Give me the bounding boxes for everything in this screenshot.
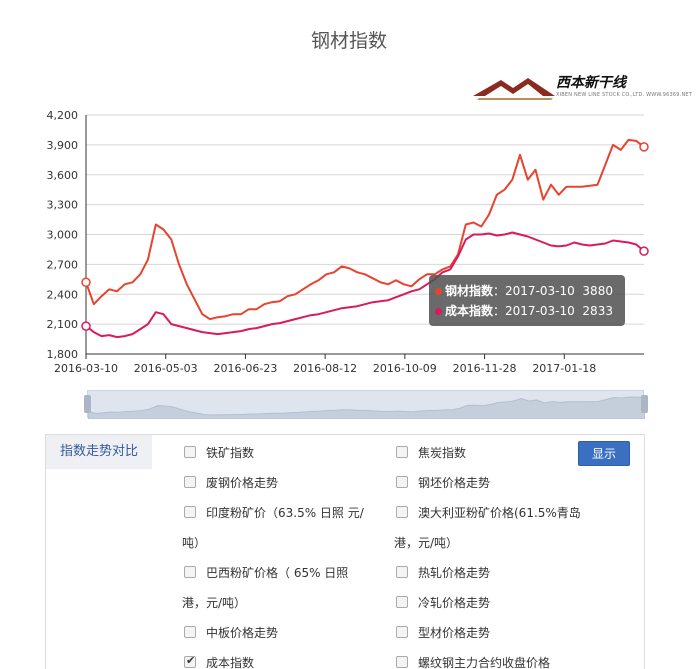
option-label[interactable]: 钢坯价格走势 [418, 476, 491, 490]
series-line-cost-index [85, 231, 645, 339]
option-label[interactable]: 港，元/吨） [182, 596, 247, 610]
slider-left-handle[interactable] [84, 395, 91, 413]
series-end-point [639, 142, 649, 152]
logo-icon [473, 78, 555, 100]
tooltip-series-name: 成本指数 [445, 304, 494, 318]
x-tick-label: 2016-10-09 [373, 362, 437, 375]
slider-right-handle[interactable] [641, 395, 648, 413]
x-tick-label: 2016-08-12 [293, 362, 357, 375]
series-line-steel-index [85, 138, 645, 321]
tooltip-date: 2017-03-10 [505, 304, 575, 318]
option-label[interactable]: 热轧价格走势 [418, 566, 491, 580]
series-start-point [81, 321, 91, 331]
show-button[interactable]: 显示 [578, 441, 630, 466]
option-label[interactable]: 成本指数 [206, 656, 255, 669]
tooltip-row: 成本指数：2017-03-10 2833 [435, 301, 625, 321]
y-tick-label: 2,100 [47, 318, 79, 331]
option-label[interactable]: 港，元/吨） [394, 536, 459, 550]
checkbox-left-5[interactable] [184, 654, 196, 668]
tooltip-dot [435, 288, 442, 295]
checkbox-right-2[interactable] [396, 506, 408, 518]
checkbox-right-4[interactable] [396, 596, 408, 608]
option-label[interactable]: 型材价格走势 [418, 626, 491, 640]
y-tick-label: 4,200 [47, 109, 79, 122]
checkbox-left-1[interactable] [184, 476, 196, 488]
checkbox-left-3[interactable] [184, 566, 196, 578]
chart-tooltip: 钢材指数：2017-03-10 3880 成本指数：2017-03-10 283… [429, 275, 625, 326]
x-tick-label: 2016-03-10 [54, 362, 118, 375]
tooltip-value: 3880 [582, 284, 613, 298]
y-tick-label: 2,400 [47, 288, 79, 301]
option-label[interactable]: 印度粉矿价（63.5% 日照 元/ [206, 506, 364, 520]
data-zoom-slider[interactable] [84, 390, 648, 419]
option-label[interactable]: 澳大利亚粉矿价格(61.5%青岛 [418, 506, 581, 520]
y-tick-label: 2,700 [47, 258, 79, 271]
slider-preview-area [88, 396, 645, 419]
x-tick-label: 2016-05-03 [134, 362, 198, 375]
tooltip-value: 2833 [582, 304, 613, 318]
option-label[interactable]: 巴西粉矿价格（ 65% 日照 [206, 566, 349, 580]
checkbox-right-5[interactable] [396, 626, 408, 638]
option-label[interactable]: 螺纹钢主力合约收盘价格 [418, 656, 551, 669]
y-tick-label: 3,000 [47, 229, 79, 242]
y-tick-label: 3,300 [47, 199, 79, 212]
slider-preview [88, 396, 645, 419]
checkbox-right-0[interactable] [396, 446, 408, 458]
y-tick-label: 3,600 [47, 169, 79, 182]
line-chart: 1,800 2,100 2,400 2,700 3,000 3,300 3,600 3,900… [47, 109, 649, 375]
option-label[interactable]: 冷轧价格走势 [418, 596, 491, 610]
tooltip-dot [435, 308, 442, 315]
x-tick-label: 2017-01-18 [532, 362, 596, 375]
checkbox-left-4[interactable] [184, 626, 196, 638]
tooltip-row: 钢材指数：2017-03-10 3880 [435, 281, 625, 301]
series-end-point [639, 246, 649, 256]
option-label[interactable]: 铁矿指数 [206, 446, 255, 460]
checkbox-left-0[interactable] [184, 446, 196, 458]
x-tick-label: 2016-06-23 [213, 362, 277, 375]
tooltip-date: 2017-03-10 [505, 284, 575, 298]
compare-panel-label: 指数走势对比 [46, 435, 152, 469]
logo-text: 西本新干线 [556, 75, 626, 91]
option-label[interactable]: 废钢价格走势 [206, 476, 279, 490]
checkbox-left-2[interactable] [184, 506, 196, 518]
logo-subtext: XIBEN NEW LINE STOCK CO.,LTD. WWW.96369.… [556, 92, 693, 98]
option-label[interactable]: 中板价格走势 [206, 626, 279, 640]
x-tick-label: 2016-11-28 [453, 362, 517, 375]
y-tick-label: 3,900 [47, 139, 79, 152]
option-label[interactable]: 焦炭指数 [418, 446, 467, 460]
chart-title: 钢材指数 [310, 30, 387, 52]
option-label[interactable]: 吨） [182, 536, 207, 550]
checkbox-right-6[interactable] [396, 656, 408, 668]
series-start-point [81, 277, 91, 288]
tooltip-series-name: 钢材指数 [445, 284, 494, 298]
y-tick-label: 1,800 [47, 348, 79, 361]
checkbox-right-1[interactable] [396, 476, 408, 488]
compare-panel: 指数走势对比 显示 铁矿指数废钢价格走势印度粉矿价（63.5% 日照 元/吨） 巴… [45, 434, 645, 669]
checkbox-right-3[interactable] [396, 566, 408, 578]
